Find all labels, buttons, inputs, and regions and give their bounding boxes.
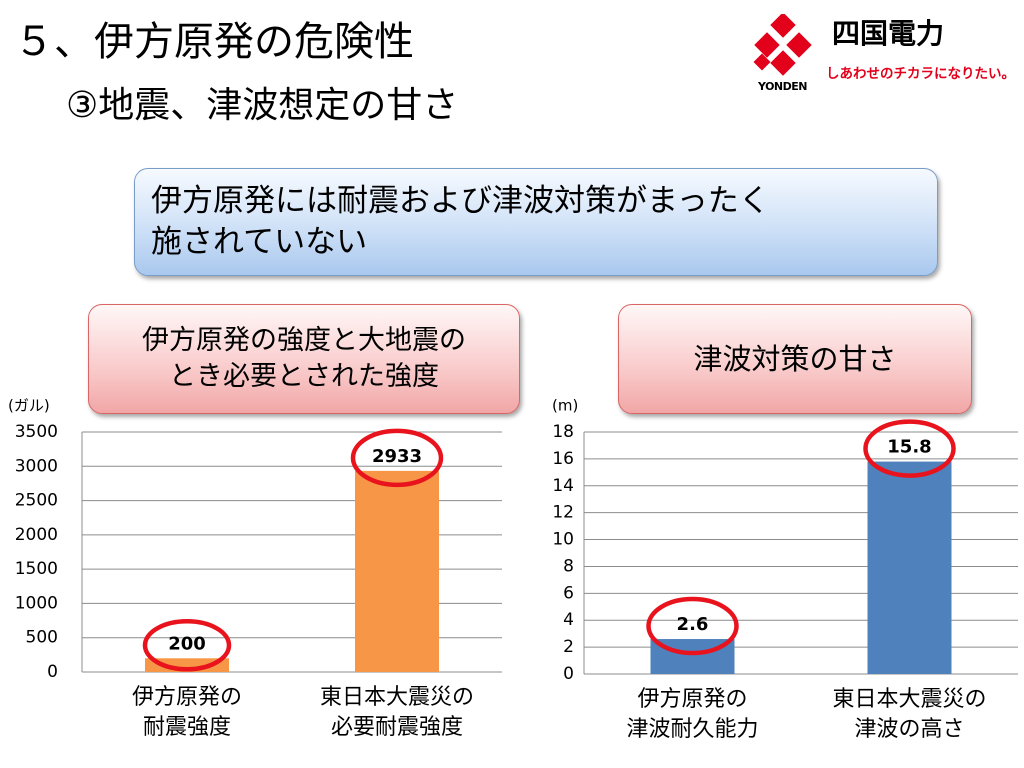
chart-2-category-label-1: 伊方原発の <box>637 687 747 712</box>
banner-line-1: 伊方原発には耐震および津波対策がまったく <box>151 183 770 219</box>
chart-2-y-axis-label: (m) <box>552 397 578 415</box>
left-chart-caption: 伊方原発の強度と大地震の とき必要とされた強度 <box>88 304 520 414</box>
banner-line-2: 施されていない <box>151 224 368 260</box>
chart-1-category-label-1: 耐震強度 <box>143 715 231 740</box>
chart-1-highlight-circle-1 <box>142 619 232 672</box>
right-caption-text: 津波対策の甘さ <box>693 342 897 376</box>
company-tagline: しあわせのチカラになりたい。 <box>826 66 1015 82</box>
chart-2-category-label-1: 津波耐久能力 <box>626 717 758 742</box>
page-subtitle: ③地震、津波想定の甘さ <box>66 85 459 126</box>
chart-2-y-tick-label: 18 <box>552 422 574 442</box>
chart-1-y-tick-label: 2500 <box>15 491 58 511</box>
summary-banner: 伊方原発には耐震および津波対策がまったく 施されていない <box>134 168 938 276</box>
chart-1-y-axis-label: (ガル) <box>8 397 50 415</box>
chart-2-data-label-1: 2.6 <box>677 614 709 635</box>
chart-2-category-label-2: 津波の高さ <box>854 717 964 742</box>
chart-2-highlight-circle-2 <box>863 419 956 478</box>
yonden-cross-logo-icon <box>753 14 812 76</box>
chart-1-bar-1 <box>145 658 229 672</box>
chart-2-y-tick-label: 10 <box>552 530 574 550</box>
left-caption-line-2: とき必要とされた強度 <box>169 361 439 392</box>
left-caption-line-1: 伊方原発の強度と大地震の <box>142 325 466 356</box>
chart-2-y-tick-label: 0 <box>563 664 574 684</box>
chart-2-y-tick-label: 8 <box>563 556 574 576</box>
chart-2-y-tick-label: 6 <box>563 583 574 603</box>
right-chart-caption: 津波対策の甘さ <box>618 304 972 414</box>
chart-1-y-tick-label: 2000 <box>15 525 58 545</box>
chart-1-y-tick-label: 1500 <box>15 559 58 579</box>
chart-1-y-tick-label: 3000 <box>15 456 58 476</box>
chart-2-category-label-2: 東日本大震災の <box>832 687 986 712</box>
chart-1-bar-2 <box>355 470 439 672</box>
chart-1-highlight-circle-2 <box>350 428 444 488</box>
company-name: 四国電力 <box>832 17 945 50</box>
page-title: ５、伊方原発の危険性 <box>14 19 414 65</box>
chart-1-category-label-2: 東日本大震災の <box>320 685 474 710</box>
chart-2-y-tick-label: 16 <box>552 449 574 469</box>
chart-1-y-tick-label: 0 <box>47 662 58 682</box>
company-brand: YONDEN <box>758 80 807 93</box>
chart-2-highlight-circle-1 <box>646 596 739 656</box>
chart-2-y-tick-label: 14 <box>552 476 574 496</box>
chart-1-category-label-2: 必要耐震強度 <box>331 715 463 740</box>
chart-1-data-label-2: 2933 <box>372 446 422 467</box>
chart-1-data-label-1: 200 <box>168 633 206 654</box>
chart-2-data-label-2: 15.8 <box>887 437 931 458</box>
chart-1-y-tick-label: 3500 <box>15 422 58 442</box>
chart-1-y-tick-label: 500 <box>26 628 58 648</box>
chart-2-y-tick-label: 4 <box>563 610 574 630</box>
chart-2-y-tick-label: 12 <box>552 503 574 523</box>
chart-2-y-tick-label: 2 <box>563 637 574 657</box>
chart-2-bar-2 <box>867 461 952 674</box>
chart-1-category-label-1: 伊方原発の <box>132 685 242 710</box>
chart-1-y-tick-label: 1000 <box>15 593 58 613</box>
